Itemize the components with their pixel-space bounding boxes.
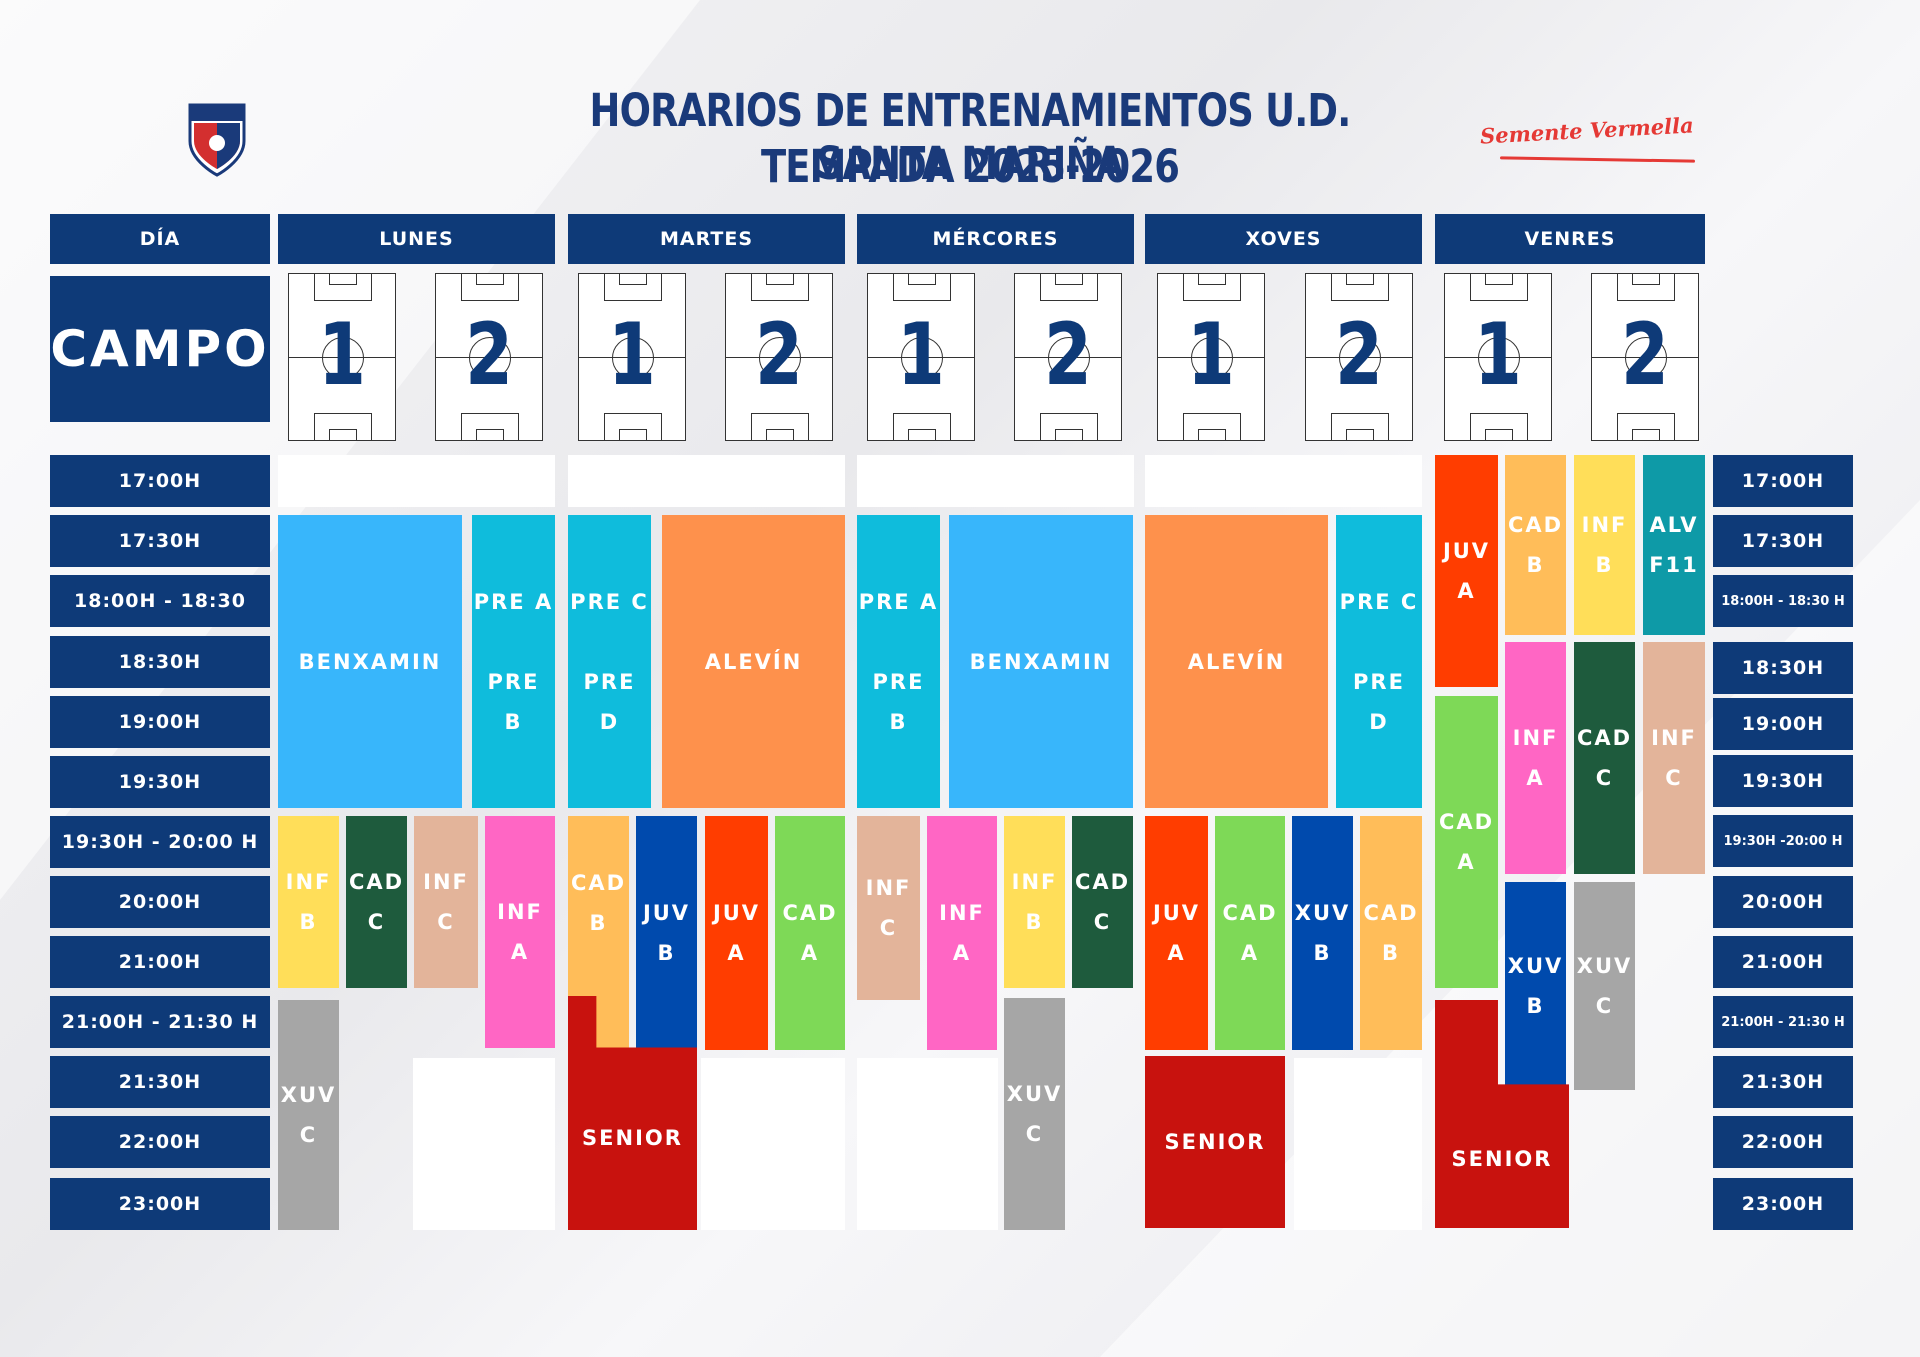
block-infantil-c: INF C [414, 816, 478, 988]
time-right: 20:00H [1713, 876, 1853, 928]
field-venres-2: 2 [1591, 273, 1699, 441]
block-infantil-a: INF A [927, 816, 997, 1050]
block-xuvenil-c: XUV C [278, 1000, 339, 1230]
time-right: 23:00H [1713, 1178, 1853, 1230]
campo-label: CAMPO [50, 276, 270, 422]
empty-slot [413, 1058, 555, 1230]
time-right: 21:00H [1713, 936, 1853, 988]
field-mercores-2: 2 [1014, 273, 1122, 441]
empty-slot [1294, 1058, 1422, 1230]
block-infantil-b: INF B [1004, 816, 1065, 988]
brand-underline [1499, 156, 1696, 163]
block-xuvenil-c: XUV C [1574, 882, 1635, 1090]
day-header-lunes: LUNES [278, 214, 555, 264]
block-xuvenil-b: XUV B [1505, 882, 1566, 1090]
empty-slot [278, 455, 555, 507]
time-left: 20:00H [50, 876, 270, 928]
block-juvenil-a: JUV A [1435, 455, 1498, 687]
time-right: 21:00H - 21:30 H [1713, 996, 1853, 1048]
block-senior: SENIOR [1145, 1056, 1285, 1228]
block-prebenxamin: PRE C PRE D [568, 515, 651, 808]
time-right: 17:00H [1713, 455, 1853, 507]
block-infantil-c: INF C [857, 816, 920, 1000]
block-cadete-b: CAD B [1505, 455, 1566, 635]
block-cadete-b: CAD B [1360, 816, 1422, 1050]
time-right: 18:30H [1713, 642, 1853, 694]
block-juvenil-a: JUV A [1145, 816, 1208, 1050]
time-right: 19:00H [1713, 698, 1853, 750]
block-xuvenil-c: XUV C [1004, 998, 1065, 1230]
club-crest-icon [186, 101, 248, 179]
block-benxamin: BENXAMIN [278, 515, 462, 808]
time-left: 21:30H [50, 1056, 270, 1108]
time-left: 21:00H - 21:30 H [50, 996, 270, 1048]
time-left: 21:00H [50, 936, 270, 988]
page-title: HORARIOS DE ENTRENAMIENTOS U.D. SANTA MA… [589, 84, 1352, 190]
block-cadete-a: CAD A [1215, 816, 1285, 1050]
time-left: 17:30H [50, 515, 270, 567]
time-left: 19:00H [50, 696, 270, 748]
brand-signature: Semente Vermella [1479, 112, 1695, 149]
time-left: 22:00H [50, 1116, 270, 1168]
block-infantil-c: INF C [1643, 642, 1705, 874]
block-alevin: ALEVÍN [662, 515, 845, 808]
block-alevin-f11: ALV F11 [1643, 455, 1705, 635]
empty-slot [568, 455, 845, 507]
time-left: 17:00H [50, 455, 270, 507]
block-cadete-a: CAD A [1435, 696, 1498, 988]
day-header-mercores: MÉRCORES [857, 214, 1134, 264]
time-left: 23:00H [50, 1178, 270, 1230]
time-right: 19:30H [1713, 755, 1853, 807]
field-martes-2: 2 [725, 273, 833, 441]
block-infantil-b: INF B [278, 816, 339, 988]
block-cadete-c: CAD C [1072, 816, 1133, 988]
time-right: 21:30H [1713, 1056, 1853, 1108]
day-header: DÍA [50, 214, 270, 264]
field-lunes-1: 1 [288, 273, 396, 441]
block-xuvenil-b: XUV B [1292, 816, 1353, 1050]
block-juvenil-b: JUV B [636, 816, 697, 1050]
block-infantil-a: INF A [485, 816, 555, 1048]
field-xoves-2: 2 [1305, 273, 1413, 441]
empty-slot [857, 455, 1134, 507]
page-subtitle: TEMPADA 2025-2026 [760, 140, 1180, 193]
time-left: 19:30H [50, 756, 270, 808]
time-right: 22:00H [1713, 1116, 1853, 1168]
block-cadete-c: CAD C [1574, 642, 1635, 874]
block-infantil-a: INF A [1505, 642, 1566, 874]
block-cadete-a: CAD A [775, 816, 845, 1050]
time-left: 19:30H - 20:00 H [50, 816, 270, 868]
time-right: 18:00H - 18:30 H [1713, 575, 1853, 627]
field-martes-1: 1 [578, 273, 686, 441]
block-alevin: ALEVÍN [1145, 515, 1328, 808]
field-xoves-1: 1 [1157, 273, 1265, 441]
block-benxamin: BENXAMIN [949, 515, 1133, 808]
block-juvenil-a: JUV A [705, 816, 768, 1050]
day-header-martes: MARTES [568, 214, 845, 264]
block-prebenxamin: PRE A PRE B [857, 515, 940, 808]
day-header-venres: VENRES [1435, 214, 1705, 264]
empty-slot [701, 1058, 845, 1230]
time-right: 19:30H -20:00 H [1713, 815, 1853, 867]
empty-slot [857, 1058, 998, 1230]
day-header-xoves: XOVES [1145, 214, 1422, 264]
field-lunes-2: 2 [435, 273, 543, 441]
block-prebenxamin: PRE A PRE B [472, 515, 555, 808]
field-venres-1: 1 [1444, 273, 1552, 441]
block-infantil-b: INF B [1574, 455, 1635, 635]
time-left: 18:00H - 18:30 [50, 575, 270, 627]
block-prebenxamin: PRE C PRE D [1336, 515, 1422, 808]
field-mercores-1: 1 [867, 273, 975, 441]
time-left: 18:30H [50, 636, 270, 688]
empty-slot [1145, 455, 1422, 507]
block-cadete-c: CAD C [346, 816, 407, 988]
time-right: 17:30H [1713, 515, 1853, 567]
